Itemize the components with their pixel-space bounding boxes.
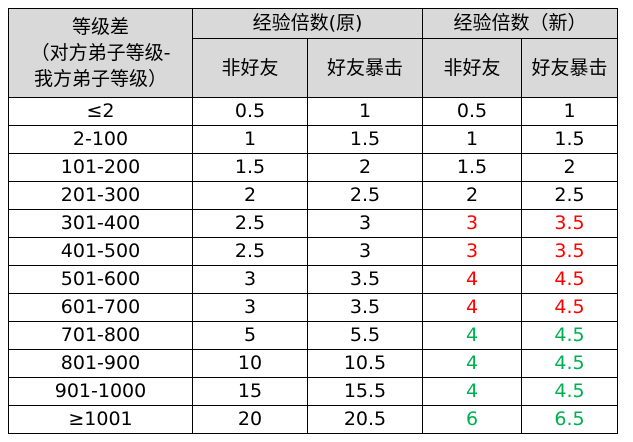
- level-cell: 2-100: [8, 125, 193, 154]
- new-group-header: 经验倍数（新）: [422, 8, 619, 39]
- level-cell: 901-1000: [8, 377, 193, 406]
- value-cell: 4.5: [521, 349, 619, 378]
- table-row: 401-500 2.5 3 3 3.5: [8, 237, 619, 266]
- value-cell: 3: [422, 209, 523, 238]
- value-cell: 2.5: [192, 237, 308, 266]
- value-cell: 1.5: [306, 125, 424, 154]
- value-cell: 2.5: [192, 209, 308, 238]
- level-cell: 301-400: [8, 209, 193, 238]
- value-cell: 1.5: [192, 153, 308, 182]
- header-line: 我方弟子等级）: [33, 68, 167, 90]
- level-cell: 501-600: [8, 265, 193, 294]
- value-cell: 15: [192, 377, 308, 406]
- value-cell: 4: [422, 349, 523, 378]
- value-cell: 0.5: [422, 97, 523, 126]
- value-cell: 6: [422, 405, 523, 434]
- value-cell: 5: [192, 321, 308, 350]
- level-cell: 601-700: [8, 293, 193, 322]
- exp-table: 等级差 （对方弟子等级- 我方弟子等级） 经验倍数(原) 经验倍数（新） 非好友…: [8, 8, 619, 434]
- level-cell: 401-500: [8, 237, 193, 266]
- value-cell: 4: [422, 377, 523, 406]
- table-row: 501-600 3 3.5 4 4.5: [8, 265, 619, 294]
- value-cell: 15.5: [306, 377, 424, 406]
- level-cell: ≥1001: [8, 405, 193, 434]
- value-cell: 2: [192, 181, 308, 210]
- value-cell: 3.5: [521, 237, 619, 266]
- value-cell: 4.5: [521, 321, 619, 350]
- level-cell: 701-800: [8, 321, 193, 350]
- value-cell: 6.5: [521, 405, 619, 434]
- header-line: 等级差: [71, 16, 129, 38]
- value-cell: 10.5: [306, 349, 424, 378]
- value-cell: 3: [306, 209, 424, 238]
- level-diff-header: 等级差 （对方弟子等级- 我方弟子等级）: [8, 8, 193, 98]
- table-row: 101-200 1.5 2 1.5 2: [8, 153, 619, 182]
- value-cell: 3: [192, 293, 308, 322]
- value-cell: 0.5: [192, 97, 308, 126]
- value-cell: 3.5: [521, 209, 619, 238]
- value-cell: 3.5: [306, 293, 424, 322]
- table-row: 301-400 2.5 3 3 3.5: [8, 209, 619, 238]
- value-cell: 1: [521, 97, 619, 126]
- table-header: 等级差 （对方弟子等级- 我方弟子等级） 经验倍数(原) 经验倍数（新） 非好友…: [8, 8, 619, 98]
- level-cell: 201-300: [8, 181, 193, 210]
- value-cell: 1.5: [521, 125, 619, 154]
- old-group-header: 经验倍数(原): [191, 8, 424, 39]
- value-cell: 20.5: [306, 405, 424, 434]
- value-cell: 2.5: [521, 181, 619, 210]
- value-cell: 10: [192, 349, 308, 378]
- table-row: ≤2 0.5 1 0.5 1: [8, 97, 619, 126]
- sub-header: 好友暴击: [521, 38, 619, 98]
- value-cell: 4.5: [521, 293, 619, 322]
- value-cell: 3: [422, 237, 523, 266]
- value-cell: 20: [192, 405, 308, 434]
- value-cell: 3: [306, 237, 424, 266]
- table-body: ≤2 0.5 1 0.5 1 2-100 1 1.5 1 1.5 101-200 1.5 2 1.5 2 20…: [8, 97, 619, 434]
- value-cell: 3.5: [306, 265, 424, 294]
- value-cell: 4: [422, 265, 523, 294]
- table-row: 701-800 5 5.5 4 4.5: [8, 321, 619, 350]
- value-cell: 2.5: [306, 181, 424, 210]
- header-line: （对方弟子等级-: [30, 42, 171, 64]
- value-cell: 1.5: [422, 153, 523, 182]
- value-cell: 2: [306, 153, 424, 182]
- value-cell: 1: [192, 125, 308, 154]
- value-cell: 4.5: [521, 377, 619, 406]
- value-cell: 4: [422, 321, 523, 350]
- value-cell: 5.5: [306, 321, 424, 350]
- table-row: 901-1000 15 15.5 4 4.5: [8, 377, 619, 406]
- table-row: 801-900 10 10.5 4 4.5: [8, 349, 619, 378]
- value-cell: 4: [422, 293, 523, 322]
- sub-header: 非好友: [422, 38, 523, 98]
- table-row: 2-100 1 1.5 1 1.5: [8, 125, 619, 154]
- value-cell: 3: [192, 265, 308, 294]
- level-cell: 801-900: [8, 349, 193, 378]
- sub-header: 好友暴击: [306, 38, 424, 98]
- level-cell: ≤2: [8, 97, 193, 126]
- sub-header: 非好友: [192, 38, 308, 98]
- table-row: 601-700 3 3.5 4 4.5: [8, 293, 619, 322]
- value-cell: 2: [422, 181, 523, 210]
- table-row: ≥1001 20 20.5 6 6.5: [8, 405, 619, 434]
- value-cell: 4.5: [521, 265, 619, 294]
- value-cell: 2: [521, 153, 619, 182]
- value-cell: 1: [306, 97, 424, 126]
- value-cell: 1: [422, 125, 523, 154]
- table-row: 201-300 2 2.5 2 2.5: [8, 181, 619, 210]
- level-cell: 101-200: [8, 153, 193, 182]
